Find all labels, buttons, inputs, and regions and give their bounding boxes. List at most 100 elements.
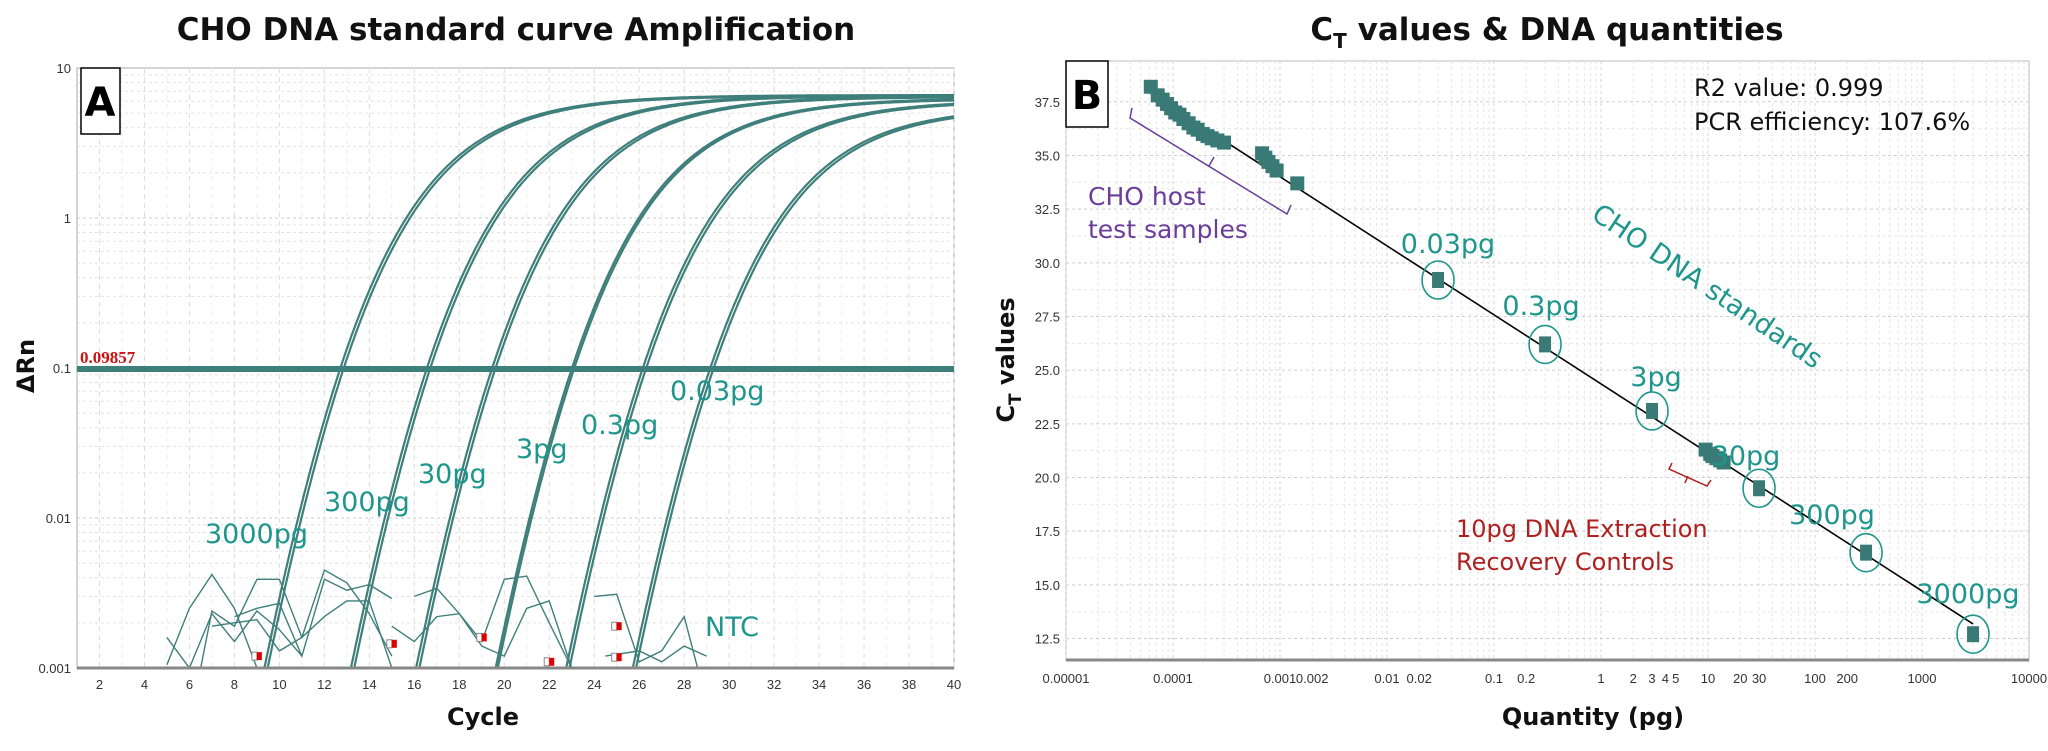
label-ntc: NTC xyxy=(705,612,759,643)
standard-point-0.03pg xyxy=(1432,271,1445,288)
ct-marker xyxy=(481,633,487,642)
ct-marker-outline xyxy=(611,652,618,662)
x-tick-label: 10 xyxy=(1701,671,1715,686)
x-tick-label: 14 xyxy=(362,677,376,692)
label-0-03pg: 0.03pg xyxy=(670,376,764,407)
ct-marker-outline xyxy=(611,621,618,631)
amplification-curve-0.03pg xyxy=(631,115,954,668)
grid-b xyxy=(1065,61,2029,660)
ct-marker-outline xyxy=(251,651,258,661)
x-tick-label: 16 xyxy=(407,677,421,692)
y-axis-label-a: ΔRn xyxy=(12,339,40,393)
standard-circle-30pg xyxy=(1742,468,1776,509)
x-tick-label: 0.02 xyxy=(1407,671,1432,686)
x-tick-label: 10 xyxy=(272,677,286,692)
x-tick-label: 40 xyxy=(947,677,961,692)
label-300pg: 300pg xyxy=(324,487,410,518)
y-tick-label: 0.1 xyxy=(53,361,71,376)
standard-circle-0.3pg xyxy=(1528,324,1562,365)
std-label-30pg: 30pg xyxy=(1712,441,1781,472)
standard-circle-300pg xyxy=(1849,532,1883,573)
axis-ticks-b: 0.00001 0.0001 0.001 0.002 0.01 0.02 0.1 0.2 1 2 3… xyxy=(1035,95,2047,686)
amplification-curve-0.03pg xyxy=(634,116,954,668)
y-tick-label: 1 xyxy=(64,211,71,226)
ntc-trace xyxy=(605,645,707,663)
ntc-trace xyxy=(414,575,573,668)
standard-curve-chart: CT values & DNA quantities 0.00001 0.0001… xyxy=(992,12,2047,731)
regression-line xyxy=(1150,92,1974,625)
x-tick-label: 5 xyxy=(1672,671,1679,686)
pcr-efficiency: PCR efficiency: 107.6% xyxy=(1694,108,1970,136)
y-tick-label: 30.0 xyxy=(1035,256,1060,271)
amplification-curve-300pg xyxy=(353,95,954,668)
amplification-curve-0.3pg xyxy=(565,102,954,668)
ct-marker-outline xyxy=(386,639,393,649)
ct-marker xyxy=(549,657,555,666)
x-tick-label: 30 xyxy=(1752,671,1766,686)
x-tick-label: 10000 xyxy=(2011,671,2047,686)
ct-marker xyxy=(616,653,622,662)
x-tick-label: 1000 xyxy=(1908,671,1937,686)
standard-point-30pg xyxy=(1753,480,1766,497)
std-label-3pg: 3pg xyxy=(1630,362,1681,393)
host-sample-point xyxy=(1217,135,1232,150)
label-3pg: 3pg xyxy=(516,434,567,465)
x-tick-label: 6 xyxy=(186,677,193,692)
label-3000pg: 3000pg xyxy=(205,519,308,550)
recovery-control-point xyxy=(1716,455,1731,470)
standard-circle-0.03pg xyxy=(1421,260,1455,300)
x-tick-label: 34 xyxy=(812,677,826,692)
recovery-label-2: Recovery Controls xyxy=(1456,548,1674,576)
recovery-bracket xyxy=(1667,462,1712,487)
x-tick-label: 18 xyxy=(452,677,466,692)
x-tick-label: 3 xyxy=(1648,671,1655,686)
std-label-0-3pg: 0.3pg xyxy=(1502,291,1579,322)
x-tick-label: 0.2 xyxy=(1517,671,1535,686)
ntc-trace xyxy=(166,573,258,668)
y-tick-label: 0.01 xyxy=(46,511,71,526)
host-samples-label-2: test samples xyxy=(1088,215,1248,244)
panel-b-label: B xyxy=(1072,73,1103,119)
x-tick-label: 20 xyxy=(1733,671,1747,686)
host-sample-point xyxy=(1269,163,1284,178)
label-30pg: 30pg xyxy=(418,459,487,490)
r2-value: R2 value: 0.999 xyxy=(1694,74,1884,102)
y-tick-label: 15.0 xyxy=(1035,578,1060,593)
recovery-label-1: 10pg DNA Extraction xyxy=(1456,515,1708,543)
y-tick-label: 35.0 xyxy=(1035,148,1060,163)
x-axis-label-b: Quantity (pg) xyxy=(1502,703,1684,731)
host-samples-bracket xyxy=(1129,107,1292,216)
x-tick-label: 12 xyxy=(317,677,331,692)
axis-ticks-a: 2 4 6 8 10 12 14 16 18 20 22 24 26 28 30 32 34 36 38 401010… xyxy=(38,61,961,692)
x-tick-label: 4 xyxy=(141,677,148,692)
ntc-trace xyxy=(391,600,573,668)
x-tick-label: 22 xyxy=(542,677,556,692)
y-axis-label-b: CT values xyxy=(992,297,1026,422)
ct-marker xyxy=(616,622,622,631)
y-tick-label: 12.5 xyxy=(1035,632,1060,647)
standard-point-3pg xyxy=(1646,402,1659,419)
x-tick-label: 36 xyxy=(857,677,871,692)
standard-circle-3000pg xyxy=(1956,614,1990,655)
x-tick-label: 32 xyxy=(767,677,781,692)
ntc-trace xyxy=(166,609,303,668)
standard-point-3000pg xyxy=(1967,626,1980,643)
x-tick-label: 4 xyxy=(1662,671,1669,686)
chart-a-title: CHO DNA standard curve Amplification xyxy=(177,12,856,48)
x-tick-label: 20 xyxy=(497,677,511,692)
host-sample-point xyxy=(1290,176,1305,191)
std-label-3000pg: 3000pg xyxy=(1917,579,2020,610)
y-tick-label: 0.001 xyxy=(38,661,71,676)
y-tick-label: 32.5 xyxy=(1035,202,1060,217)
ct-points xyxy=(1143,79,1990,655)
amplification-curve-0.3pg xyxy=(568,104,954,668)
panel-a-label: A xyxy=(85,80,116,126)
x-tick-label: 100 xyxy=(1804,671,1826,686)
standard-point-300pg xyxy=(1860,544,1873,561)
x-tick-label: 0.01 xyxy=(1374,671,1399,686)
label-0-3pg: 0.3pg xyxy=(581,410,658,441)
x-tick-label: 38 xyxy=(902,677,916,692)
x-tick-label: 0.001 xyxy=(1264,671,1297,686)
